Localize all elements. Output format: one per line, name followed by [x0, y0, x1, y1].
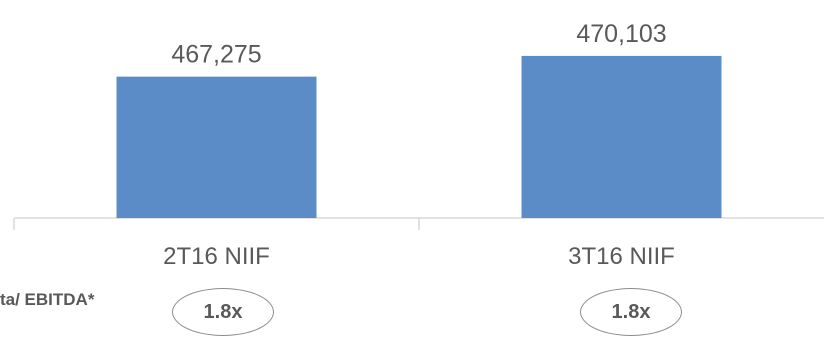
category-label: 3T16 NIIF	[568, 243, 675, 270]
ratio-badge-2t16: 1.8x	[172, 288, 274, 336]
bar-2t16-niif	[116, 76, 317, 219]
net-debt-ebitda-label: ta/ EBITDA*	[0, 290, 95, 309]
data-label: 467,275	[171, 41, 261, 69]
category-label: 2T16 NIIF	[163, 243, 270, 270]
ratio-badge-3t16: 1.8x	[580, 288, 682, 336]
data-label: 470,103	[576, 20, 666, 48]
bar-3t16-niif	[521, 55, 722, 219]
